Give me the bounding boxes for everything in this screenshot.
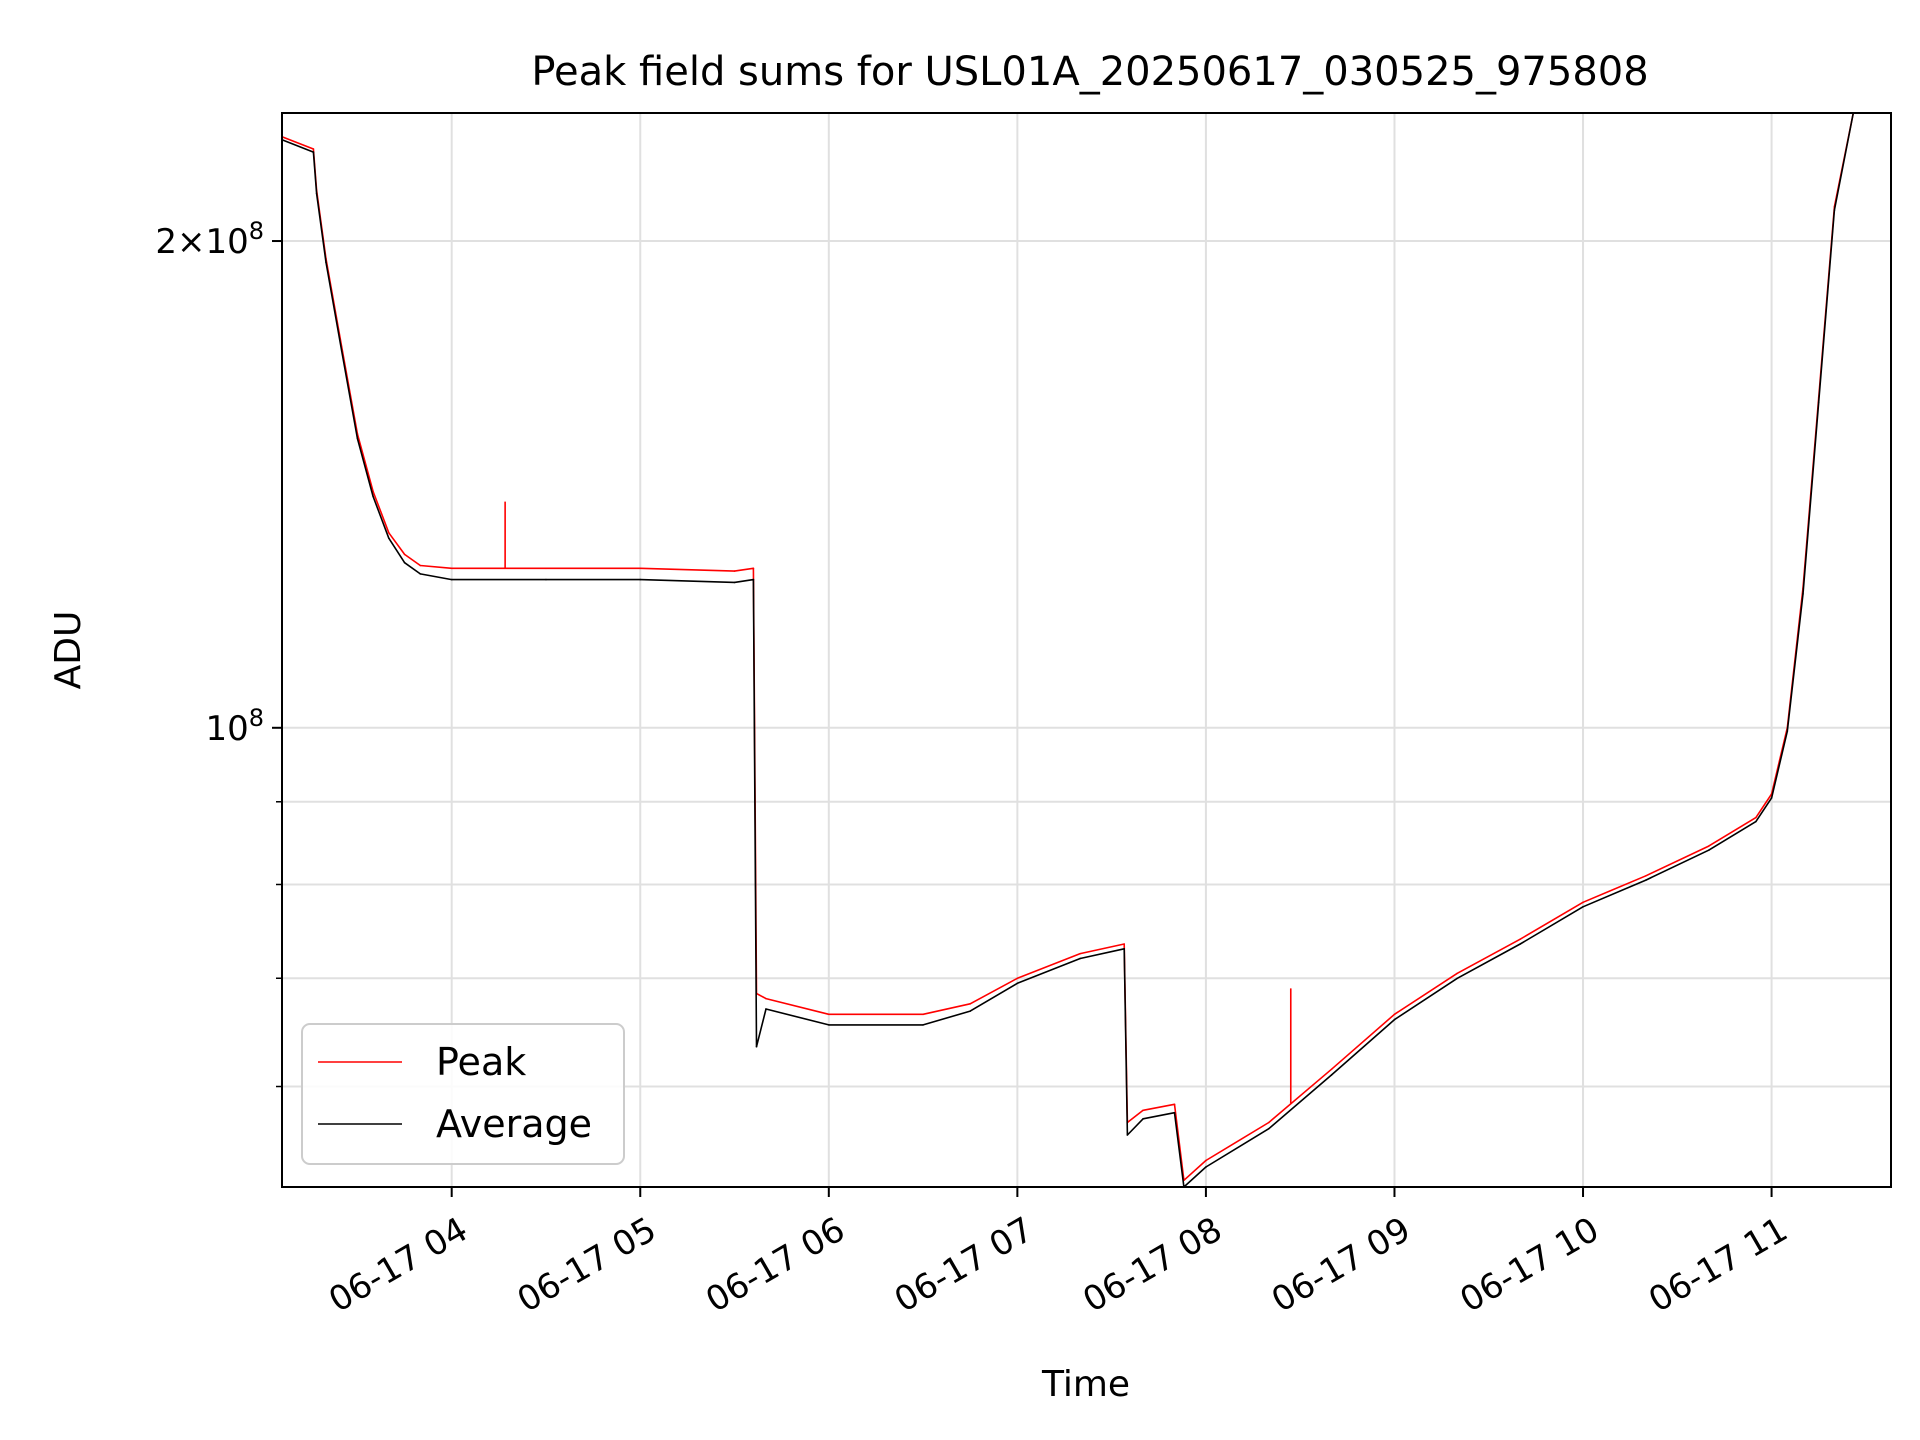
data-point	[1755, 820, 1757, 823]
data-point	[733, 570, 736, 572]
data-point	[828, 1013, 830, 1016]
data-point	[1707, 849, 1710, 852]
data-point	[1123, 947, 1126, 950]
data-point	[403, 553, 406, 556]
data-point	[1016, 977, 1019, 980]
legend-box	[301, 1023, 625, 1165]
data-point	[315, 192, 318, 195]
data-point	[312, 148, 315, 150]
data-point	[639, 567, 642, 570]
data-point	[1645, 879, 1647, 881]
data-point	[969, 1010, 972, 1012]
data-point	[1330, 1068, 1333, 1070]
y-axis: 108 2×108	[155, 217, 282, 1088]
data-point	[545, 578, 547, 581]
data-point	[419, 564, 422, 567]
y-axis-label: ADU	[48, 611, 89, 690]
data-point	[1786, 730, 1789, 733]
data-point	[1142, 1109, 1144, 1112]
data-point	[1456, 972, 1459, 975]
data-point	[1707, 845, 1710, 847]
legend-label: Peak	[436, 1040, 526, 1084]
data-point	[733, 581, 736, 584]
series-average	[282, 113, 1855, 1187]
data-point	[765, 1008, 767, 1010]
data-point	[312, 151, 315, 153]
data-point	[1393, 1013, 1396, 1016]
data-point	[325, 261, 327, 264]
data-point	[1123, 943, 1126, 945]
data-point	[356, 437, 359, 440]
legend-label: Average	[436, 1102, 592, 1146]
chart-title: Peak field sums for USL01A_20250617_0305…	[531, 49, 1648, 95]
data-point	[1016, 982, 1019, 985]
data-point	[1582, 901, 1584, 904]
data-point	[639, 578, 642, 581]
data-point	[752, 567, 755, 570]
data-point	[340, 350, 343, 352]
data-point	[922, 1024, 924, 1026]
data-point	[1267, 1121, 1270, 1124]
x-axis-label: Time	[1041, 1364, 1130, 1405]
data-point	[450, 578, 453, 581]
data-point	[1142, 1118, 1144, 1120]
data-point	[1173, 1111, 1176, 1114]
data-point	[922, 1013, 924, 1016]
data-point	[1770, 797, 1773, 799]
data-point	[1205, 1166, 1207, 1168]
grid	[282, 113, 1891, 1187]
data-point	[1645, 874, 1647, 877]
data-point	[1205, 1159, 1207, 1162]
data-point	[1519, 943, 1521, 945]
y-tick-label: 108	[205, 704, 264, 749]
data-point	[419, 573, 422, 575]
data-point	[765, 997, 767, 1000]
data-point	[1456, 977, 1459, 980]
data-point	[1126, 1134, 1129, 1136]
y-tick-label: 2×108	[155, 217, 264, 262]
data-point	[828, 1024, 830, 1026]
data-point	[388, 532, 390, 534]
plot-frame	[281, 112, 1892, 1188]
data-point	[1755, 816, 1757, 819]
series-layer	[282, 113, 1855, 1187]
data-point	[545, 567, 547, 570]
data-point	[1173, 1103, 1176, 1106]
data-point	[388, 537, 390, 539]
data-point	[969, 1002, 972, 1005]
data-point	[372, 490, 374, 493]
data-point	[403, 561, 406, 564]
data-point	[1582, 905, 1584, 908]
data-point	[1079, 952, 1082, 955]
data-point	[450, 567, 453, 570]
legend: Peak Average	[301, 1023, 625, 1165]
data-point	[1519, 938, 1521, 941]
data-point	[1267, 1127, 1270, 1130]
data-point	[752, 578, 755, 581]
data-point	[372, 495, 374, 498]
data-point	[1330, 1074, 1333, 1076]
data-point	[755, 1045, 758, 1048]
data-point	[1393, 1018, 1396, 1021]
data-point	[1802, 593, 1804, 595]
data-point	[1079, 957, 1082, 960]
data-point	[1833, 209, 1836, 211]
data-point	[1817, 401, 1820, 403]
